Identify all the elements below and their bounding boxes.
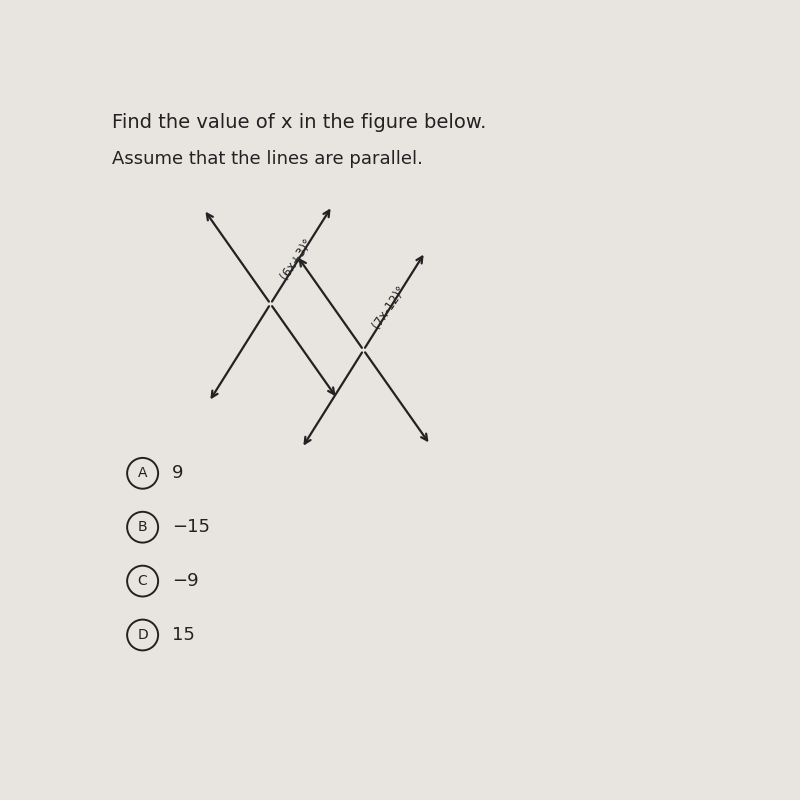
Text: Assume that the lines are parallel.: Assume that the lines are parallel. — [112, 150, 422, 168]
Text: (7x-12)°: (7x-12)° — [370, 283, 408, 331]
Text: −15: −15 — [172, 518, 210, 536]
Text: C: C — [138, 574, 147, 588]
Text: (6x+3)°: (6x+3)° — [278, 236, 315, 282]
Text: A: A — [138, 466, 147, 480]
Text: Find the value of x in the figure below.: Find the value of x in the figure below. — [112, 113, 486, 132]
Text: −9: −9 — [172, 572, 198, 590]
Text: 9: 9 — [172, 464, 183, 482]
Text: D: D — [138, 628, 148, 642]
Text: B: B — [138, 520, 147, 534]
Text: 15: 15 — [172, 626, 195, 644]
